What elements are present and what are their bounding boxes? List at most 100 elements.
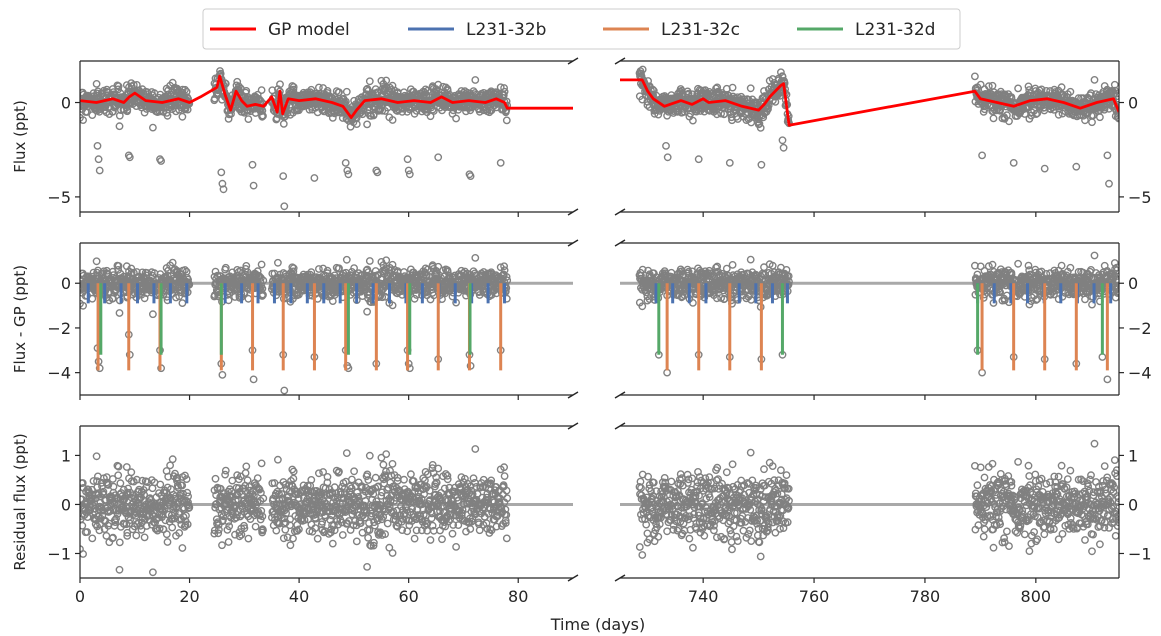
axis-break-mark [567, 391, 579, 399]
data-point [273, 258, 282, 267]
data-point [92, 257, 101, 266]
data-point [759, 113, 768, 122]
data-point [163, 111, 172, 120]
data-points [80, 445, 512, 577]
data-point [365, 77, 374, 86]
y-tick-label: −4 [1128, 364, 1152, 383]
data-point [123, 528, 132, 537]
y-tick-label: 0 [61, 274, 71, 293]
transit-point [343, 166, 352, 175]
data-point [80, 116, 87, 124]
data-point [1005, 117, 1013, 126]
axes-detrended-left: −4−20 [47, 239, 579, 400]
data-point [335, 264, 343, 273]
data-point [1113, 275, 1119, 284]
data-point [428, 105, 437, 114]
y-axis-label-detrended: Flux - GP (ppt) [11, 265, 29, 373]
data-point [363, 307, 371, 316]
data-point [760, 87, 768, 95]
data-point [341, 97, 350, 106]
data-point [434, 262, 443, 271]
data-point [142, 522, 151, 530]
transit-point [779, 143, 788, 152]
gp-model-line [620, 78, 1119, 127]
axes-detrended-right: −4−20 [614, 239, 1152, 400]
data-point [88, 294, 97, 303]
data-point [335, 88, 343, 97]
data-point [115, 309, 124, 317]
data-point [728, 83, 737, 92]
data-point [168, 258, 177, 267]
data-point [1033, 295, 1042, 303]
data-point [713, 262, 722, 271]
transit-point [1103, 151, 1112, 160]
data-point [342, 255, 351, 264]
data-point [363, 120, 371, 129]
data-point [1054, 110, 1063, 119]
data-point [148, 310, 157, 319]
plot-area-residual-left [80, 445, 573, 577]
data-point [1088, 300, 1096, 309]
data-points [80, 67, 512, 211]
data-point [185, 99, 194, 108]
data-point [712, 263, 720, 272]
data-point [1057, 261, 1066, 270]
transit-point [249, 181, 258, 190]
y-tick-label: −2 [1128, 319, 1152, 338]
data-point [638, 265, 647, 274]
data-point [365, 257, 374, 265]
y-tick-label: −5 [47, 188, 71, 207]
transit-point [496, 158, 505, 167]
data-point [115, 538, 124, 547]
data-point [471, 253, 480, 262]
transit-point [405, 170, 414, 179]
data-point [87, 494, 96, 503]
data-point [181, 85, 189, 94]
transit-point [157, 157, 166, 165]
data-point [137, 525, 146, 534]
data-point [122, 463, 131, 471]
data-point [457, 266, 466, 275]
data-point [410, 294, 419, 303]
data-point [746, 255, 755, 264]
transit-point [1040, 164, 1049, 173]
y-tick-label: −4 [47, 364, 71, 383]
data-point [720, 294, 729, 303]
transit-point [662, 141, 670, 150]
data-point [259, 276, 268, 285]
data-point [388, 116, 397, 124]
data-point [971, 72, 979, 81]
data-point [502, 272, 511, 281]
transit-point [218, 370, 227, 379]
transit-point [279, 172, 288, 181]
data-point [785, 277, 793, 286]
data-point [1090, 251, 1099, 260]
data-point [760, 263, 768, 272]
data-point [452, 114, 460, 123]
data-point [498, 274, 507, 283]
transit-point [434, 153, 443, 162]
transit-point [95, 364, 104, 373]
data-point [989, 114, 998, 123]
data-point [127, 468, 136, 477]
data-point [92, 80, 101, 88]
transit-point [280, 386, 289, 395]
data-point [350, 264, 358, 272]
data-point [737, 95, 746, 104]
data-point [500, 87, 509, 96]
data-point [257, 260, 266, 269]
data-point [1032, 296, 1041, 304]
data-point [1088, 118, 1096, 127]
data-point [638, 65, 647, 74]
data-point [382, 256, 391, 265]
axis-break-mark [567, 208, 579, 216]
data-points [635, 251, 1119, 384]
transit-point [373, 168, 382, 177]
data-point [314, 83, 323, 92]
data-point [429, 107, 438, 115]
data-point [1113, 113, 1119, 122]
legend-frame [202, 8, 961, 50]
